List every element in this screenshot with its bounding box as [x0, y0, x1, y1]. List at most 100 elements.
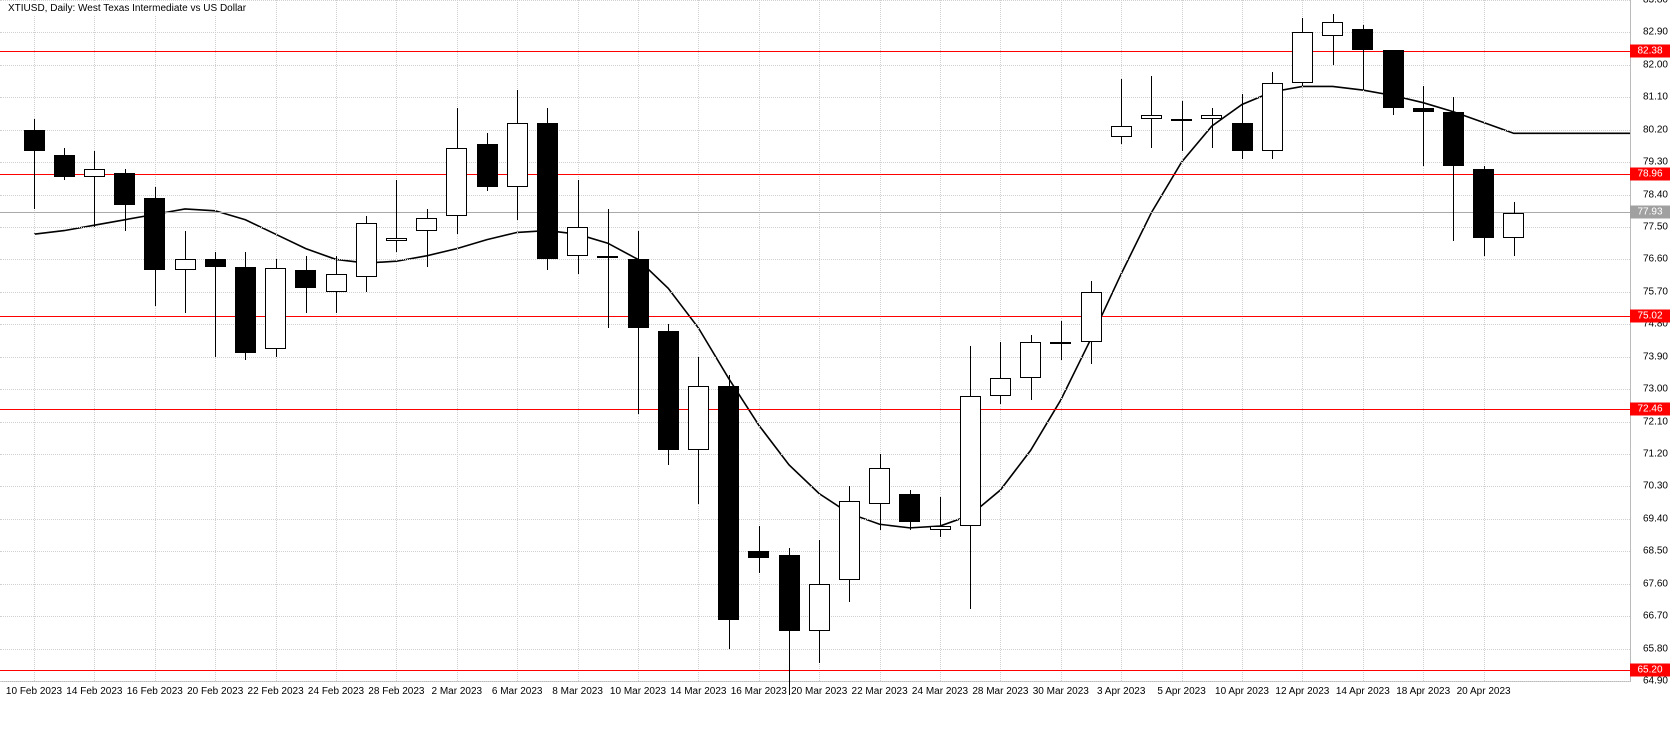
grid-line-v [698, 0, 699, 681]
candlestick-chart[interactable]: XTIUSD, Daily: West Texas Intermediate v… [0, 0, 1670, 731]
grid-line-h [0, 551, 1630, 552]
grid-line-v [94, 0, 95, 681]
description-label: West Texas Intermediate vs US Dollar [78, 3, 246, 14]
date-tick-label: 2 Mar 2023 [432, 686, 483, 697]
date-tick-label: 20 Apr 2023 [1457, 686, 1511, 697]
candle-body [1111, 126, 1132, 137]
grid-line-h [0, 130, 1630, 131]
candle-body [628, 259, 649, 327]
candle-body [416, 218, 437, 231]
reference-line [0, 409, 1630, 410]
candle-body [326, 274, 347, 292]
candle-wick [1423, 86, 1424, 165]
price-tick-label: 80.20 [1632, 124, 1668, 135]
candle-body [144, 198, 165, 270]
price-tick-label: 73.90 [1632, 351, 1668, 362]
date-tick-label: 24 Feb 2023 [308, 686, 364, 697]
candle-wick [1151, 76, 1152, 148]
candle-body [688, 386, 709, 451]
candle-wick [1182, 101, 1183, 151]
candle-body [1232, 123, 1253, 152]
price-tick-label: 68.50 [1632, 546, 1668, 557]
grid-line-h [0, 649, 1630, 650]
candle-wick [608, 209, 609, 328]
candle-body [839, 501, 860, 580]
candle-body [1081, 292, 1102, 342]
candle-body [597, 256, 618, 258]
grid-line-v [578, 0, 579, 681]
date-tick-label: 10 Mar 2023 [610, 686, 666, 697]
date-tick-label: 24 Mar 2023 [912, 686, 968, 697]
price-tick-label: 76.60 [1632, 254, 1668, 265]
price-tick-label: 78.40 [1632, 189, 1668, 200]
price-tick-label: 83.80 [1632, 0, 1668, 6]
date-tick-label: 12 Apr 2023 [1275, 686, 1329, 697]
candle-body [1050, 342, 1071, 344]
date-tick-label: 8 Mar 2023 [552, 686, 603, 697]
timeframe-label: Daily [50, 3, 72, 14]
candle-body [869, 468, 890, 504]
candle-body [175, 259, 196, 270]
grid-line-v [155, 0, 156, 681]
price-tick-label: 79.30 [1632, 157, 1668, 168]
grid-line-h [0, 227, 1630, 228]
price-tick-label: 65.80 [1632, 643, 1668, 654]
chart-title: XTIUSD, Daily: West Texas Intermediate v… [6, 2, 248, 15]
grid-line-h [0, 422, 1630, 423]
date-tick-label: 6 Mar 2023 [492, 686, 543, 697]
date-tick-label: 10 Feb 2023 [6, 686, 62, 697]
candle-body [114, 173, 135, 205]
candle-body [1141, 115, 1162, 119]
candle-body [718, 386, 739, 620]
candle-wick [185, 231, 186, 314]
date-tick-label: 3 Apr 2023 [1097, 686, 1145, 697]
candle-wick [1212, 108, 1213, 148]
price-tick-label: 69.40 [1632, 513, 1668, 524]
price-tick-label: 70.30 [1632, 481, 1668, 492]
candle-body [1473, 169, 1494, 237]
candle-wick [1061, 321, 1062, 361]
date-tick-label: 28 Mar 2023 [972, 686, 1028, 697]
candle-body [54, 155, 75, 177]
candle-body [1352, 29, 1373, 51]
date-tick-label: 18 Apr 2023 [1396, 686, 1450, 697]
date-tick-label: 16 Mar 2023 [731, 686, 787, 697]
price-tick-label: 75.70 [1632, 286, 1668, 297]
date-tick-label: 28 Feb 2023 [368, 686, 424, 697]
candle-body [658, 331, 679, 450]
candle-wick [215, 252, 216, 356]
grid-line-h [0, 486, 1630, 487]
grid-line-v [1484, 0, 1485, 681]
date-tick-label: 22 Mar 2023 [852, 686, 908, 697]
candle-body [295, 270, 316, 288]
candle-body [748, 551, 769, 558]
reference-line-label: 65.20 [1630, 664, 1670, 677]
candle-body [809, 584, 830, 631]
reference-line [0, 174, 1630, 175]
candle-body [24, 130, 45, 152]
reference-line-label: 78.96 [1630, 168, 1670, 181]
candle-body [356, 223, 377, 277]
candle-body [205, 259, 226, 266]
grid-line-v [880, 0, 881, 681]
grid-line-h [0, 389, 1630, 390]
price-tick-label: 67.60 [1632, 578, 1668, 589]
date-tick-label: 14 Feb 2023 [66, 686, 122, 697]
candle-body [1020, 342, 1041, 378]
candle-body [1322, 22, 1343, 36]
candle-body [1413, 108, 1434, 112]
candle-body [1262, 83, 1283, 151]
date-tick-label: 30 Mar 2023 [1033, 686, 1089, 697]
price-tick-label: 71.20 [1632, 449, 1668, 460]
date-tick-label: 22 Feb 2023 [248, 686, 304, 697]
grid-line-h [0, 454, 1630, 455]
current-price-label: 77.93 [1630, 205, 1670, 218]
price-tick-label: 66.70 [1632, 611, 1668, 622]
candle-body [507, 123, 528, 188]
grid-line-v [396, 0, 397, 681]
candle-body [779, 555, 800, 631]
candle-body [1171, 119, 1192, 121]
candle-body [537, 123, 558, 260]
plot-area[interactable] [0, 0, 1631, 682]
candle-body [1383, 50, 1404, 108]
